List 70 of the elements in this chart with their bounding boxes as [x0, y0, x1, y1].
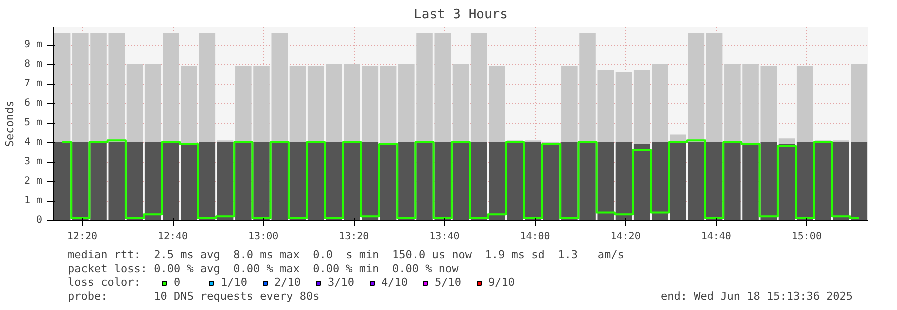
legend-title: loss color:	[68, 276, 141, 290]
y-axis-title: Seconds	[3, 100, 16, 148]
y-tick-label: 9 m	[24, 40, 42, 51]
bar	[543, 144, 560, 220]
x-tick-label: 14:20	[610, 232, 641, 242]
bar	[290, 142, 306, 220]
text: probe: 10 DNS requests every 80s	[68, 290, 320, 303]
legend-label: 5/10	[435, 276, 462, 289]
bar	[706, 142, 723, 220]
y-tick-label: 1 m	[24, 196, 42, 207]
bar	[688, 33, 705, 143]
bar	[634, 144, 650, 220]
bar	[796, 66, 814, 143]
y-tick-label: 2 m	[24, 176, 42, 188]
bar	[308, 142, 324, 220]
x-tick-label: 12:20	[67, 232, 98, 242]
x-tick-label: 13:20	[339, 232, 370, 242]
bar	[706, 33, 723, 143]
y-tick-label: 3 m	[24, 156, 42, 168]
text: end: Wed Jun 18 15:13:36 2025	[661, 290, 854, 303]
bar	[217, 142, 234, 220]
x-tick-label: 14:00	[520, 232, 550, 242]
bar	[634, 70, 650, 144]
y-tick-label: 5 m	[24, 118, 42, 129]
y-tick-label: 4 m	[24, 137, 42, 148]
bar	[688, 142, 705, 220]
y-tick-label: 7 m	[24, 78, 42, 90]
x-tick-label: 13:40	[430, 232, 460, 242]
legend-label: 1/10	[221, 276, 248, 289]
x-tick-label: 14:40	[701, 232, 732, 242]
y-tick-label: 6 m	[24, 98, 42, 110]
y-tick-label: 8 m	[24, 59, 42, 70]
bar	[126, 142, 144, 220]
bar	[778, 144, 796, 220]
bar	[362, 142, 379, 220]
bar	[54, 33, 71, 143]
legend-label: 3/10	[328, 276, 354, 289]
x-tick-label: 13:00	[248, 232, 279, 242]
chart-title: Last 3 Hours	[414, 8, 508, 22]
bar	[616, 72, 632, 143]
bar	[380, 144, 397, 220]
bar	[126, 64, 144, 143]
bar	[380, 66, 397, 144]
text: median rtt: 2.5 ms avg 8.0 ms max 0.0 s min 150.0 us now 1.9 ms sd 1.3 am/s	[68, 248, 624, 262]
bar	[452, 142, 470, 220]
bar	[362, 66, 379, 143]
legend-label: 9/10	[488, 276, 515, 289]
bar	[452, 64, 470, 143]
bar	[470, 33, 488, 143]
x-tick-label: 12:40	[158, 232, 188, 242]
bar	[525, 142, 542, 220]
bar	[851, 64, 868, 143]
bar	[851, 142, 868, 220]
bar	[199, 33, 216, 143]
bar	[616, 142, 632, 220]
bar	[308, 66, 324, 143]
y-tick-label: 0	[36, 215, 43, 226]
bar	[796, 142, 814, 220]
bar	[778, 138, 796, 144]
bar	[470, 142, 488, 220]
legend-label: 2/10	[274, 276, 301, 289]
bar	[290, 66, 306, 143]
legend-label: 0	[174, 276, 182, 289]
legend-label: 4/10	[382, 276, 408, 289]
bar	[144, 142, 162, 220]
x-tick-label: 15:00	[792, 232, 822, 242]
text: packet loss: 0.00 % avg 0.00 % max 0.00 % min 0.00 % now	[68, 262, 460, 276]
bar	[54, 142, 71, 220]
bar	[144, 64, 162, 143]
bar	[199, 142, 216, 220]
